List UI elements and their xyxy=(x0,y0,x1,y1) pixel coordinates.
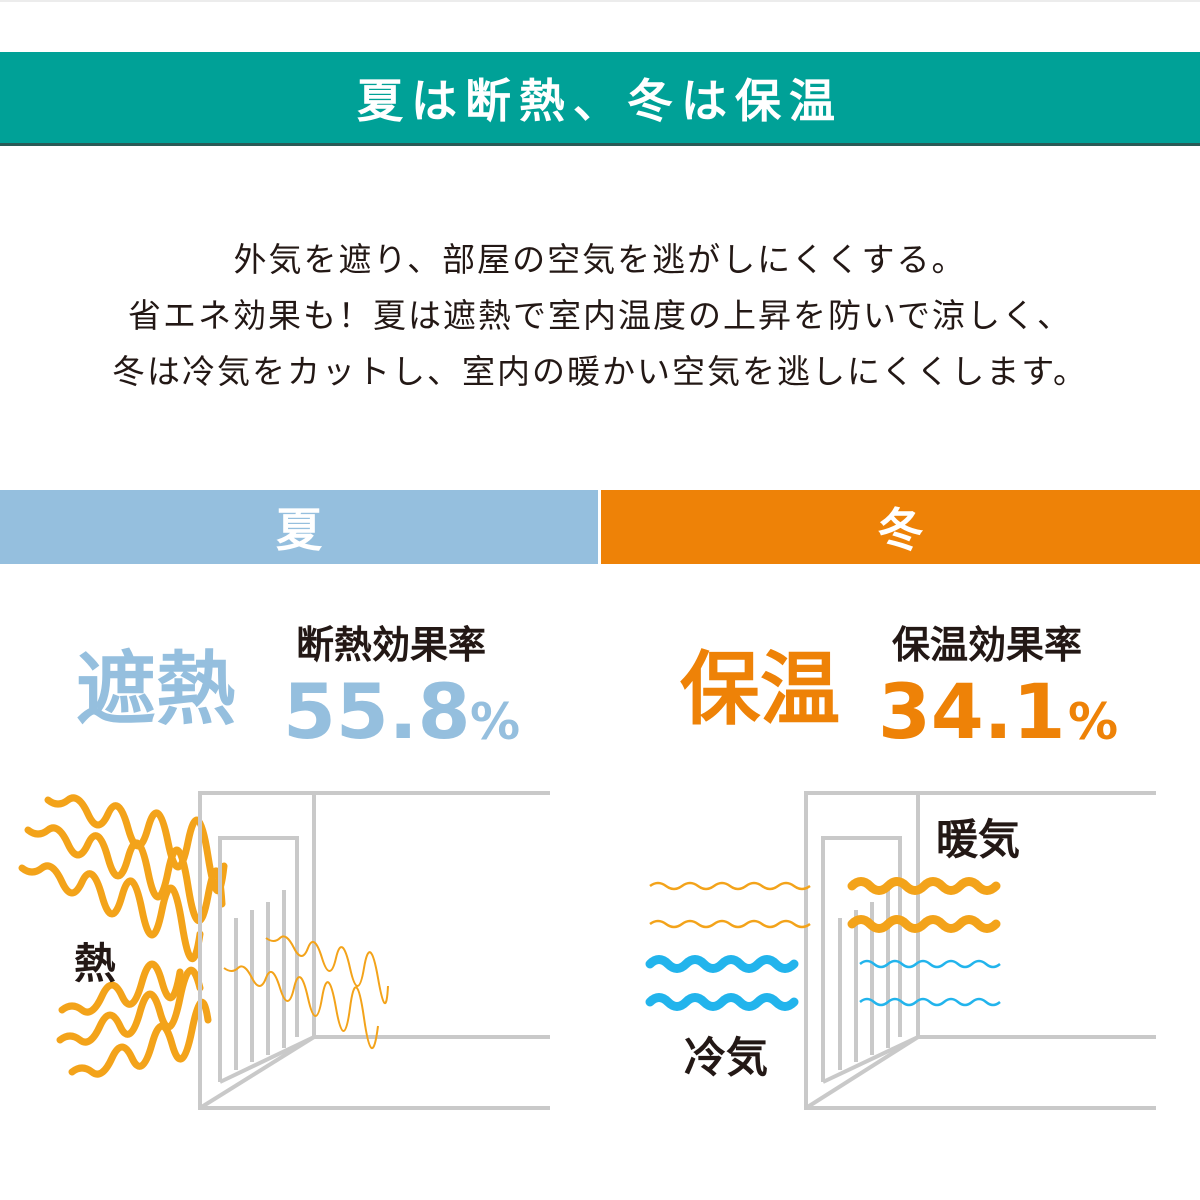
window-frame-icon xyxy=(198,791,550,1110)
winter-header: 冬 xyxy=(601,490,1200,564)
winter-big-word: 保温 xyxy=(680,643,840,736)
summer-header: 夏 xyxy=(0,490,598,564)
description-line-1: 外気を遮り、部屋の空気を逃がしにくくする。 xyxy=(233,240,967,279)
description-line-3: 冬は冷気をカットし、室内の暖かい空気を逃しにくくします。 xyxy=(111,352,1089,391)
winter-rate-value: 34.1 xyxy=(878,667,1066,756)
summer-diagram-label: 熱 xyxy=(74,939,116,988)
warm-wave-icon xyxy=(649,881,811,929)
insulation-diagram: 熱 xyxy=(18,791,1156,1110)
winter-rate-unit: % xyxy=(1068,693,1119,751)
heat-wave-thin-icon xyxy=(223,935,389,1050)
summer-rate-label: 断熱効果率 xyxy=(296,623,487,667)
summer-header-label: 夏 xyxy=(276,503,322,557)
cold-wave-icon xyxy=(645,955,799,1011)
top-divider xyxy=(0,0,1200,2)
winter-rate-label: 保温効果率 xyxy=(892,623,1083,667)
summer-big-word: 遮熱 xyxy=(76,643,236,736)
summer-rate-unit: % xyxy=(470,693,521,751)
description: 外気を遮り、部屋の空気を逃がしにくくする。 省エネ効果も！夏は遮熱で室内温度の上… xyxy=(0,232,1200,400)
winter-header-label: 冬 xyxy=(877,503,924,557)
heat-wave-icon xyxy=(18,794,228,1078)
page-title: 夏は断熱、冬は保温 xyxy=(357,73,843,128)
cold-air-label: 冷気 xyxy=(684,1033,768,1082)
cold-wave-icon xyxy=(859,959,1001,1007)
warm-wave-icon xyxy=(847,877,1001,933)
window-frame-icon xyxy=(804,791,1156,1110)
summer-rate-value: 55.8 xyxy=(283,667,471,756)
description-line-2: 省エネ効果も！夏は遮熱で室内温度の上昇を防いで涼しく、 xyxy=(127,296,1072,335)
title-banner: 夏は断熱、冬は保温 xyxy=(0,52,1200,146)
warm-air-label: 暖気 xyxy=(936,815,1020,864)
